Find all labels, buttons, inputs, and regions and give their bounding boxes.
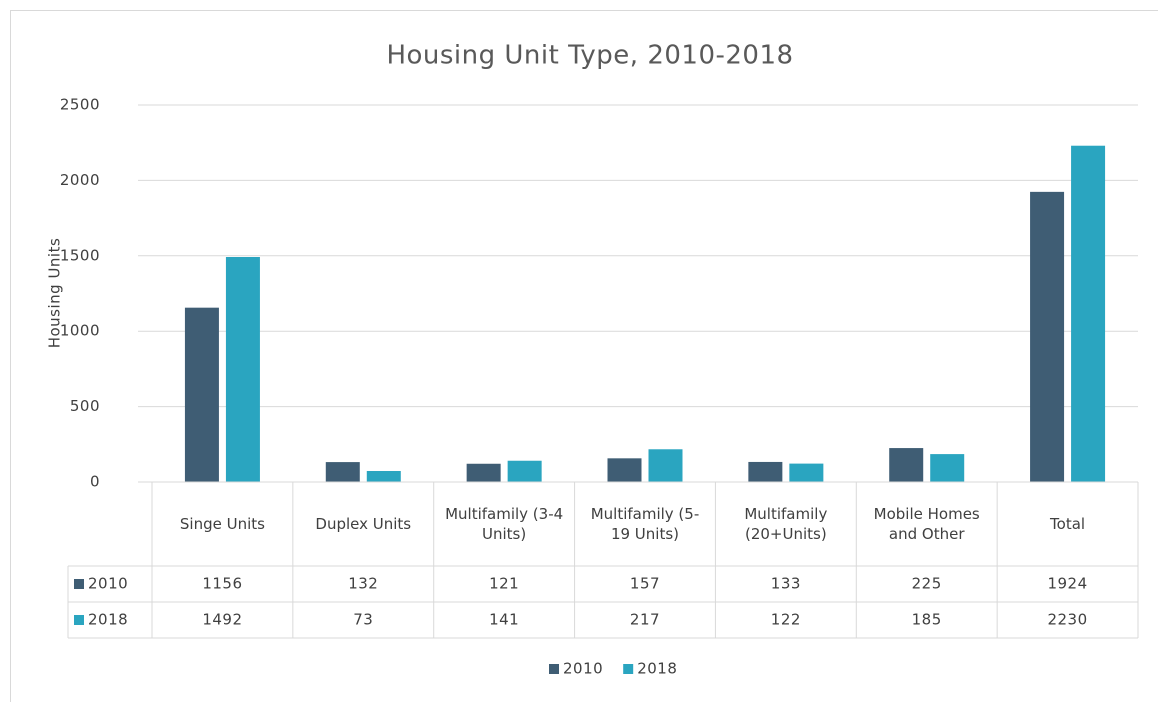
bar [648, 449, 683, 482]
table-cell: 157 [630, 575, 660, 593]
bar [466, 463, 501, 482]
category-label: Multifamily (20+Units) [744, 505, 828, 543]
y-tick-label: 0 [90, 473, 100, 491]
legend-label: 2010 [563, 660, 603, 678]
table-cell: 1492 [202, 611, 242, 629]
bar [789, 463, 824, 482]
table-cell: 1156 [202, 575, 242, 593]
category-label: Multifamily (3-4 Units) [445, 505, 564, 543]
category-label: Multifamily (5-19 Units) [590, 505, 700, 543]
bar [325, 462, 360, 482]
bar [184, 307, 219, 482]
table-cell: 141 [489, 611, 519, 629]
category-label: Duplex Units [315, 515, 412, 533]
table-cell: 2230 [1047, 611, 1087, 629]
chart-border [10, 10, 1158, 702]
y-tick-label: 1000 [60, 322, 100, 340]
table-series-name: 2010 [88, 575, 128, 593]
category-label: Singe Units [179, 515, 265, 533]
table-cell: 122 [771, 611, 801, 629]
table-cell: 1924 [1047, 575, 1087, 593]
bar [507, 460, 542, 482]
table-cell: 185 [912, 611, 942, 629]
y-tick-label: 2500 [60, 96, 100, 114]
bar [607, 458, 642, 482]
bar [930, 454, 965, 482]
y-tick-label: 500 [70, 397, 100, 415]
bar [366, 470, 401, 482]
table-cell: 132 [348, 575, 378, 593]
bar [225, 257, 260, 482]
y-tick-label: 1500 [60, 246, 100, 264]
table-key [74, 579, 84, 589]
table-cell: 225 [912, 575, 942, 593]
category-label: Mobile Homes and Other [873, 505, 980, 543]
category-label: Total [1050, 515, 1086, 533]
legend-label: 2018 [637, 660, 677, 678]
bar [1071, 145, 1106, 482]
table-cell: 121 [489, 575, 519, 593]
y-axis-label: Housing Units [46, 238, 64, 349]
table-series-name: 2018 [88, 611, 128, 629]
table-cell: 217 [630, 611, 660, 629]
table-key [74, 615, 84, 625]
bar [889, 448, 924, 482]
table-cell: 133 [771, 575, 801, 593]
legend-swatch [549, 664, 559, 674]
bar [748, 461, 783, 482]
legend-swatch [623, 664, 634, 674]
bar [1030, 191, 1065, 483]
y-tick-label: 2000 [60, 171, 100, 189]
chart-title: Housing Unit Type, 2010-2018 [386, 41, 793, 71]
table-cell: 73 [353, 611, 373, 629]
